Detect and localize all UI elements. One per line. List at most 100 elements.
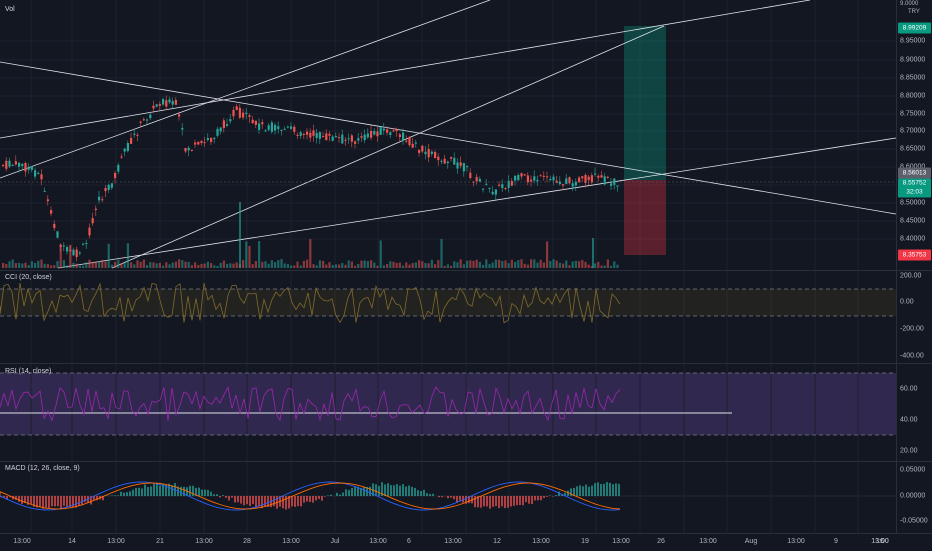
rsi-chart[interactable] [0, 364, 896, 461]
macd-histogram-bar [252, 496, 254, 504]
volume-bar [95, 262, 97, 268]
macd-histogram-bar [489, 496, 491, 509]
volume-bar [85, 262, 87, 268]
volume-bar [386, 264, 388, 268]
candle [421, 146, 423, 152]
candle [146, 120, 148, 121]
candle [149, 115, 151, 119]
candle [543, 176, 545, 177]
candle [274, 125, 276, 131]
pane-separator[interactable] [0, 270, 932, 271]
candle [511, 181, 513, 186]
volume-bar [44, 264, 46, 268]
candle [268, 125, 270, 130]
trend-line [0, 0, 490, 178]
rsi-tick: 20.00 [900, 448, 918, 455]
volume-bar [460, 259, 462, 268]
rsi-axis[interactable]: 60.00 40.00 20.00 [896, 364, 932, 461]
macd-histogram-bar [438, 496, 440, 497]
candle [28, 168, 30, 170]
candle [56, 231, 58, 237]
cci-tick: -200.00 [900, 326, 924, 333]
candle [527, 175, 529, 182]
macd-histogram-bar [321, 496, 323, 501]
candle [437, 157, 439, 160]
volume-bar [354, 266, 356, 268]
macd-histogram-bar [300, 496, 302, 506]
candle [335, 136, 337, 137]
volume-bar [88, 260, 90, 268]
candle [498, 185, 500, 186]
price-pane[interactable]: Vol [0, 0, 896, 270]
cci-pane[interactable]: CCI (20, close) [0, 271, 896, 363]
volume-bar [53, 265, 55, 268]
candle [463, 163, 465, 171]
countdown: 32:03 [906, 189, 922, 196]
macd-histogram-bar [144, 485, 146, 496]
volume-bar [412, 263, 414, 268]
price-tick: 8.95000 [900, 38, 925, 45]
macd-chart[interactable] [0, 462, 896, 533]
candle [47, 199, 49, 201]
macd-histogram-bar [54, 496, 56, 506]
macd-histogram-bar [18, 496, 20, 502]
price-tick: 8.75000 [900, 111, 925, 118]
candle [485, 184, 487, 185]
macd-histogram-bar [222, 495, 224, 496]
price-chart[interactable] [0, 0, 896, 270]
volume-bar [472, 261, 474, 268]
volume-bar [594, 263, 596, 268]
volume-bar [488, 264, 490, 268]
macd-histogram-bar [519, 496, 521, 505]
volume-bar [98, 261, 100, 268]
time-axis-label: 13:00 [107, 538, 125, 545]
macd-histogram-bar [594, 483, 596, 496]
macd-histogram-bar [441, 496, 443, 497]
macd-histogram-bar [600, 484, 602, 496]
candle [533, 176, 535, 180]
macd-histogram-bar [426, 493, 428, 496]
candle [476, 177, 478, 181]
price-tick: 8.80000 [900, 93, 925, 100]
volume-bar [575, 261, 577, 268]
candle [242, 113, 244, 118]
volume-bar [242, 260, 244, 268]
volume-bar [482, 265, 484, 268]
macd-histogram-bar [138, 488, 140, 496]
volume-bar [114, 262, 116, 268]
rsi-pane[interactable]: RSI (14, close) [0, 364, 896, 461]
macd-pane[interactable]: MACD (12, 26, close, 9) [0, 462, 896, 533]
volume-bar [236, 262, 238, 268]
volume-bar [508, 263, 510, 268]
cci-axis[interactable]: 200.00 0.00 -200.00 -400.00 [896, 271, 932, 363]
rsi-tick: 60.00 [900, 386, 918, 393]
macd-axis[interactable]: 0.05000 0.00000 -0.05000 [896, 462, 932, 533]
volume-bar [34, 263, 36, 268]
volume-bar [117, 260, 119, 268]
macd-histogram-bar [156, 483, 158, 496]
macd-histogram-bar [417, 490, 419, 496]
candle [578, 178, 580, 183]
pane-separator[interactable] [0, 363, 932, 364]
macd-histogram-bar [342, 493, 344, 496]
macd-histogram-bar [45, 496, 47, 507]
candle [95, 209, 97, 210]
price-axis[interactable]: TRY 9.0000 8.95000 8.90000 8.85000 8.800… [896, 0, 932, 270]
candle [402, 133, 404, 141]
candle [229, 119, 231, 121]
macd-histogram-bar [111, 495, 113, 496]
cci-chart[interactable] [0, 271, 896, 363]
volume-bar [82, 266, 84, 268]
macd-histogram-bar [588, 487, 590, 496]
volume-bar [440, 239, 442, 268]
volume-bar [293, 265, 295, 268]
volume-bar [447, 264, 449, 268]
macd-histogram-bar [60, 496, 62, 509]
candle [204, 142, 206, 143]
macd-histogram-bar [597, 482, 599, 496]
pane-separator[interactable] [0, 461, 932, 462]
macd-histogram-bar [21, 496, 23, 504]
macd-histogram-bar [369, 487, 371, 496]
macd-histogram-bar [405, 487, 407, 496]
